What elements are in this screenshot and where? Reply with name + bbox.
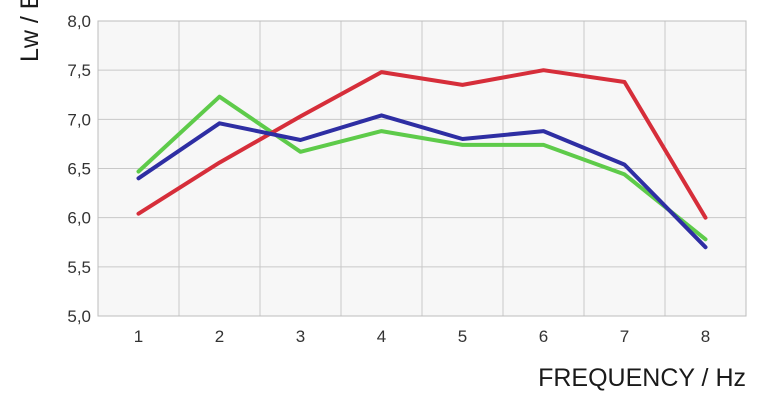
grid bbox=[97, 20, 747, 317]
x-tick-label: 2 bbox=[215, 327, 224, 346]
x-tick-label: 6 bbox=[539, 327, 548, 346]
series-line-1 bbox=[136, 94, 708, 242]
y-tick-labels: 5,0 5,5 6,0 6,5 7,0 7,5 8,0 bbox=[67, 12, 91, 326]
y-tick-label: 5,0 bbox=[67, 307, 91, 326]
x-tick-label: 4 bbox=[377, 327, 386, 346]
y-tick-label: 8,0 bbox=[67, 12, 91, 31]
plot-frame bbox=[97, 20, 747, 317]
y-tick-label: 6,0 bbox=[67, 209, 91, 228]
x-tick-label: 8 bbox=[701, 327, 710, 346]
x-tick-label: 1 bbox=[134, 327, 143, 346]
x-tick-label: 5 bbox=[458, 327, 467, 346]
x-axis-title: FREQUENCY / Hz bbox=[538, 364, 746, 392]
y-tick-label: 7,0 bbox=[67, 110, 91, 129]
y-tick-label: 7,5 bbox=[67, 61, 91, 80]
y-tick-label: 6,5 bbox=[67, 160, 91, 179]
x-tick-labels: 1 2 3 4 5 6 7 8 bbox=[134, 327, 710, 346]
x-tick-label: 3 bbox=[296, 327, 305, 346]
y-tick-label: 5,5 bbox=[67, 258, 91, 277]
x-tick-label: 7 bbox=[620, 327, 629, 346]
y-axis-title: Lw / E bbox=[16, 0, 44, 62]
series-line-2 bbox=[136, 68, 708, 220]
series-layer bbox=[136, 68, 708, 250]
series-line-3 bbox=[136, 113, 708, 250]
